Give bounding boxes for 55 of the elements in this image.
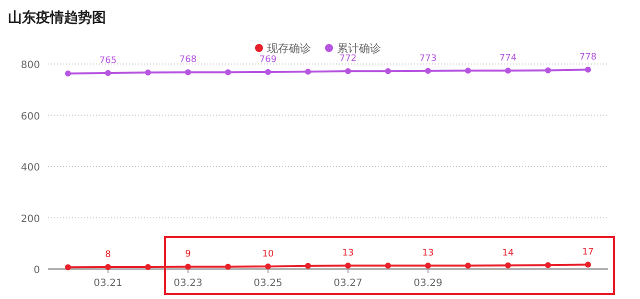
point [465, 68, 471, 74]
data-label: 778 [579, 52, 597, 63]
y-tick-label: 800 [20, 60, 40, 71]
point [225, 264, 231, 270]
data-label: 765 [99, 56, 117, 66]
point [305, 68, 311, 75]
point [585, 262, 591, 268]
point [505, 68, 511, 74]
point [185, 264, 191, 270]
point [505, 262, 511, 268]
point [105, 264, 111, 270]
y-tick-label: 200 [20, 214, 40, 225]
x-tick-label: 03.21 [94, 278, 122, 289]
point [265, 263, 271, 270]
point [545, 262, 551, 268]
data-label: 14 [502, 248, 514, 258]
data-label: 9 [185, 250, 192, 260]
data-label: 10 [262, 249, 274, 260]
y-tick-label: 400 [20, 162, 40, 174]
x-tick-label: 03.23 [174, 278, 202, 289]
data-label: 769 [259, 54, 277, 65]
point [425, 68, 431, 74]
point [65, 264, 71, 270]
point [65, 70, 71, 76]
point [305, 262, 311, 269]
y-tick-label: 0 [34, 265, 40, 276]
point [385, 262, 391, 269]
data-label: 773 [419, 54, 437, 64]
point [225, 69, 231, 76]
legend-label: 现存确诊 [267, 42, 311, 55]
point [345, 68, 351, 74]
y-tick-label: 600 [20, 111, 40, 122]
point [345, 262, 351, 269]
data-label: 774 [499, 54, 517, 64]
data-label: 8 [105, 250, 112, 260]
point [185, 69, 191, 76]
data-label: 13 [422, 248, 434, 259]
point [265, 68, 271, 75]
point [585, 66, 591, 73]
data-label: 772 [339, 54, 357, 64]
data-label: 17 [582, 248, 594, 258]
x-tick-label: 03.29 [414, 278, 442, 289]
point [145, 264, 151, 270]
legend-label: 累计确诊 [337, 42, 381, 55]
data-label: 13 [342, 248, 354, 259]
point [465, 262, 471, 269]
point [545, 67, 551, 74]
point [385, 68, 391, 74]
chart-title: 山东疫情趋势图 [8, 9, 106, 26]
point [145, 69, 151, 76]
x-tick-label: 03.27 [334, 278, 362, 289]
data-label: 768 [179, 55, 197, 66]
x-tick-label: 03.25 [254, 278, 282, 289]
point [425, 262, 431, 269]
point [105, 70, 111, 76]
